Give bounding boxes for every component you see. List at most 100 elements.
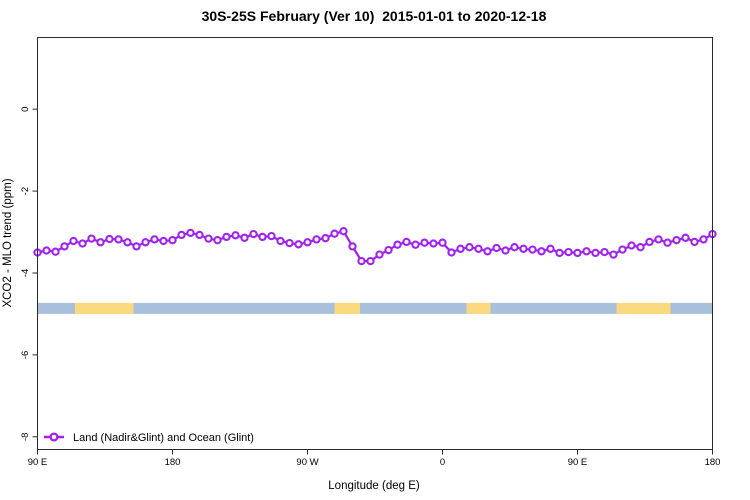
data-point-marker <box>681 233 690 242</box>
coverage-bar-segment-land <box>334 302 360 314</box>
coverage-bar-segment-ocean <box>670 302 713 314</box>
data-point-marker <box>429 239 438 248</box>
x-tick-label: 180 <box>165 457 181 468</box>
x-tick-label: 90 E <box>568 457 588 468</box>
data-point-marker <box>141 238 150 247</box>
data-point-marker <box>474 244 483 253</box>
data-point-marker <box>348 242 357 251</box>
data-point-marker <box>258 232 267 242</box>
data-point-marker <box>168 236 177 245</box>
data-point-marker <box>150 235 159 244</box>
data-point-marker <box>663 238 672 247</box>
legend-marker-icon <box>49 432 59 442</box>
data-point-marker <box>132 242 141 251</box>
y-tick-label: -8 <box>20 433 31 441</box>
chart-title: 30S-25S February (Ver 10) 2015-01-01 to … <box>202 8 547 24</box>
data-point-marker <box>591 248 600 258</box>
data-point-marker <box>672 236 681 245</box>
data-point-marker <box>519 244 528 253</box>
data-point-marker <box>528 245 537 254</box>
data-point-marker <box>465 243 474 252</box>
coverage-bar-segment-ocean <box>490 302 617 314</box>
x-tick-label: 0 <box>440 457 445 468</box>
data-point-marker <box>177 230 186 240</box>
trend-line <box>37 230 714 263</box>
data-point-marker <box>456 244 465 253</box>
coverage-bar-segment-ocean <box>133 302 335 314</box>
data-point-marker <box>42 246 51 255</box>
data-point-marker <box>393 240 402 249</box>
axes: 90 E 180 90 W 0 90 E 180 0 -2 -4 -6 -8 <box>20 107 720 468</box>
data-point-marker <box>636 243 645 252</box>
coverage-bar-segment-land <box>616 302 671 314</box>
data-point-marker <box>582 247 591 256</box>
coverage-bar-segment-ocean <box>37 302 75 314</box>
data-point-marker <box>267 231 276 241</box>
data-point-marker <box>222 232 231 242</box>
data-point-marker <box>546 244 555 253</box>
data-point-marker <box>51 247 60 256</box>
data-point-marker <box>375 250 384 259</box>
data-point-marker <box>501 246 510 255</box>
legend-label: Land (Nadir&Glint) and Ocean (Glint) <box>73 432 254 444</box>
y-tick-label: -2 <box>20 187 31 195</box>
data-point-marker <box>537 247 546 256</box>
data-point-marker <box>645 237 654 247</box>
x-axis-title: Longitude (deg E) <box>328 480 420 492</box>
data-point-marker <box>303 238 312 247</box>
data-point-marker <box>609 250 618 259</box>
data-point-marker <box>420 238 429 247</box>
data-point-marker <box>654 235 663 244</box>
data-point-marker <box>114 235 123 244</box>
data-point-marker <box>600 247 609 257</box>
data-point-marker <box>690 237 699 247</box>
data-point-marker <box>60 242 69 251</box>
data-point-marker <box>78 239 87 248</box>
data-point-marker <box>483 247 492 256</box>
data-point-marker <box>213 236 222 245</box>
y-tick-label: 0 <box>20 107 31 112</box>
x-tick-label: 90 E <box>28 457 48 468</box>
data-point-marker <box>312 235 321 244</box>
data-point-marker <box>294 240 303 249</box>
x-tick-label: 180 <box>705 457 721 468</box>
data-point-marker <box>402 237 411 247</box>
data-point-marker <box>87 234 96 243</box>
data-point-marker <box>510 243 519 252</box>
land-ocean-coverage-bar <box>37 302 713 314</box>
legend: Land (Nadir&Glint) and Ocean (Glint) <box>44 432 254 444</box>
data-point-marker <box>285 238 294 248</box>
plot-border <box>37 37 713 450</box>
data-point-marker <box>699 235 708 244</box>
data-point-marker <box>618 245 627 254</box>
coverage-bar-segment-ocean <box>360 302 467 314</box>
data-point-marker <box>276 236 285 246</box>
data-point-marker <box>555 248 564 258</box>
data-point-marker <box>123 238 132 247</box>
data-point-marker <box>411 240 420 249</box>
data-point-marker <box>186 228 195 238</box>
data-point-marker <box>438 238 447 247</box>
data-point-marker <box>564 247 573 257</box>
y-axis-title: XCO2 - MLO trend (ppm) <box>2 178 14 307</box>
data-point-marker <box>366 256 375 266</box>
data-point-marker <box>357 256 366 266</box>
data-point-marker <box>492 243 501 253</box>
data-point-marker <box>195 230 204 240</box>
data-point-marker <box>96 238 105 247</box>
data-point-marker <box>240 233 249 242</box>
data-point-marker <box>573 248 582 258</box>
data-point-marker <box>384 245 393 255</box>
data-point-marker <box>330 229 339 238</box>
data-point-marker <box>231 231 240 240</box>
coverage-bar-segment-land <box>466 302 491 314</box>
data-point-marker <box>447 248 456 257</box>
data-point-marker <box>339 227 348 236</box>
data-point-marker <box>159 236 168 246</box>
data-point-marker <box>105 234 114 244</box>
data-point-marker <box>249 229 258 239</box>
data-point-marker <box>627 241 636 250</box>
y-tick-label: -4 <box>20 269 31 277</box>
